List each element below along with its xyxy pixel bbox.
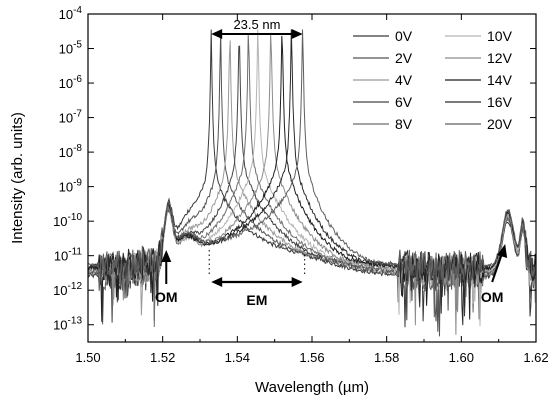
y-axis-title: Intensity (arb. units) (9, 112, 26, 244)
om-left-arrowhead (161, 250, 172, 262)
spectra-curves (87, 29, 537, 337)
y-tick-label: 10-7 (59, 109, 83, 126)
y-tick-label: 10-8 (59, 143, 83, 160)
em-label: EM (246, 292, 267, 308)
x-tick-label: 1.60 (449, 350, 474, 365)
y-tick-label: 10-12 (53, 281, 82, 298)
y-tick-label: 10-13 (53, 316, 82, 333)
om-right-label: OM (481, 289, 504, 305)
x-axis: 1.50 1.52 1.54 1.56 1.58 1.60 1.62 (75, 14, 548, 365)
legend-label-16V: 16V (487, 94, 513, 110)
om-left-label: OM (155, 289, 178, 305)
annotations: 23.5 nm EM OM OM (155, 17, 508, 308)
om-right-arrow (491, 255, 503, 283)
x-tick-label: 1.54 (225, 350, 250, 365)
y-axis: 10-4 10-5 10-6 10-7 10-8 10-9 10-10 10-11 10-12 1… (53, 5, 536, 333)
x-tick-label: 1.50 (75, 350, 100, 365)
em-arrowhead-left (211, 277, 223, 287)
y-tick-label: 10-9 (59, 178, 83, 195)
x-axis-title: Wavelength (µm) (255, 379, 369, 396)
span-arrowhead-right (291, 29, 303, 39)
y-tick-label: 10-10 (53, 212, 82, 229)
em-arrowhead-right (291, 277, 303, 287)
x-tick-label: 1.52 (150, 350, 175, 365)
x-tick-label: 1.56 (299, 350, 324, 365)
y-tick-label: 10-5 (59, 40, 83, 57)
x-tick-label: 1.58 (374, 350, 399, 365)
x-tick-label: 1.62 (523, 350, 548, 365)
legend-label-12V: 12V (487, 50, 513, 66)
legend-label-0V: 0V (395, 28, 413, 44)
legend-label-10V: 10V (487, 28, 513, 44)
legend-label-4V: 4V (395, 72, 413, 88)
span-arrowhead-left (211, 29, 223, 39)
y-tick-label: 10-6 (59, 74, 83, 91)
legend-label-2V: 2V (395, 50, 413, 66)
legend-label-14V: 14V (487, 72, 513, 88)
om-right-arrowhead (497, 244, 508, 258)
span-label: 23.5 nm (233, 17, 280, 32)
legend: 0V 2V 4V 6V 8V 10V 12V 14V 16V 20V (353, 28, 513, 132)
legend-label-8V: 8V (395, 116, 413, 132)
legend-label-20V: 20V (487, 116, 513, 132)
spectrum-20V (87, 29, 537, 318)
legend-label-6V: 6V (395, 94, 413, 110)
y-tick-label: 10-11 (54, 247, 83, 264)
y-tick-label: 10-4 (59, 5, 83, 22)
